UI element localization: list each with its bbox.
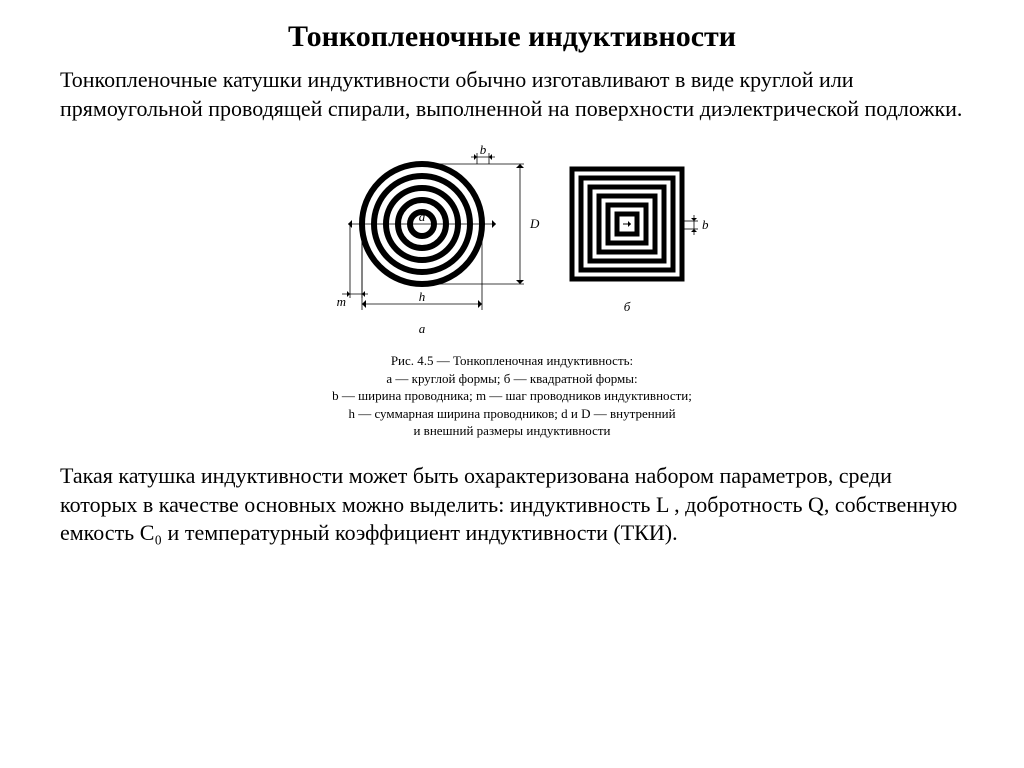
svg-text:б: б (624, 299, 631, 314)
svg-text:h: h (419, 289, 426, 304)
caption-title: Рис. 4.5 — Тонкопленочная индуктивность: (60, 352, 964, 370)
figure-container: d h m b Da b б Рис. 4.5 — Тонкопленочная индук… (60, 139, 964, 440)
svg-text:d: d (419, 209, 426, 224)
caption-line4: и внешний размеры индуктивности (60, 422, 964, 440)
caption-line1: a — круглой формы; б — квадратной формы: (60, 370, 964, 388)
intro-paragraph: Тонкопленочные катушки индуктивности обы… (60, 66, 964, 123)
outro-paragraph: Такая катушка индуктивности может быть о… (60, 462, 964, 548)
svg-text:m: m (337, 294, 346, 309)
page-title: Тонкопленочные индуктивности (60, 20, 964, 54)
figure-svg: d h m b Da b б (302, 139, 722, 339)
svg-text:a: a (419, 321, 426, 336)
svg-text:D: D (529, 216, 540, 231)
svg-text:b: b (480, 142, 487, 157)
caption-line2: b — ширина проводника; m — шаг проводник… (60, 387, 964, 405)
figure-caption: Рис. 4.5 — Тонкопленочная индуктивность:… (60, 352, 964, 440)
svg-text:b: b (702, 217, 709, 232)
caption-line3: h — суммарная ширина проводников; d и D … (60, 405, 964, 423)
